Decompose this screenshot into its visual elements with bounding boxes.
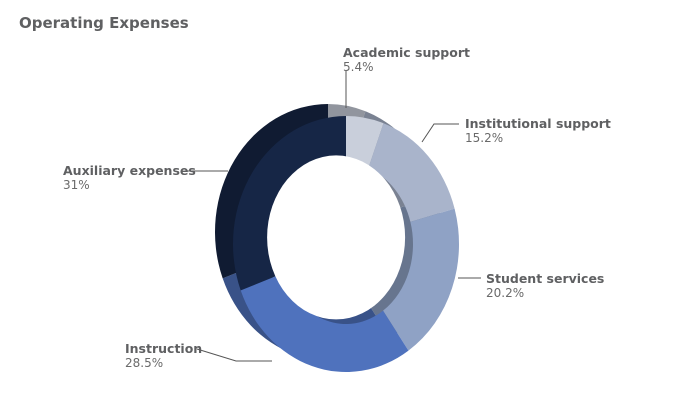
slice-label-value: 28.5% xyxy=(125,356,163,370)
slice-label-value: 20.2% xyxy=(486,286,524,300)
slice-institutional-support[interactable] xyxy=(368,123,455,222)
slice-label-name: Auxiliary expenses xyxy=(63,163,196,178)
slice-label-name: Institutional support xyxy=(465,116,611,131)
slice-label-name: Student services xyxy=(486,271,604,286)
slice-student-services[interactable] xyxy=(383,208,460,351)
leader-line xyxy=(196,348,272,362)
slice-label-value: 31% xyxy=(63,178,90,192)
slice-label-value: 15.2% xyxy=(465,131,503,145)
leader-line xyxy=(421,123,459,143)
slice-label-name: Academic support xyxy=(343,45,470,60)
chart-title: Operating Expenses xyxy=(19,14,189,32)
donut-hole xyxy=(267,155,406,320)
slice-label-value: 5.4% xyxy=(343,60,374,74)
slice-academic-support[interactable] xyxy=(346,116,384,169)
slice-instruction[interactable] xyxy=(240,273,409,372)
slice-label-name: Instruction xyxy=(125,341,202,356)
